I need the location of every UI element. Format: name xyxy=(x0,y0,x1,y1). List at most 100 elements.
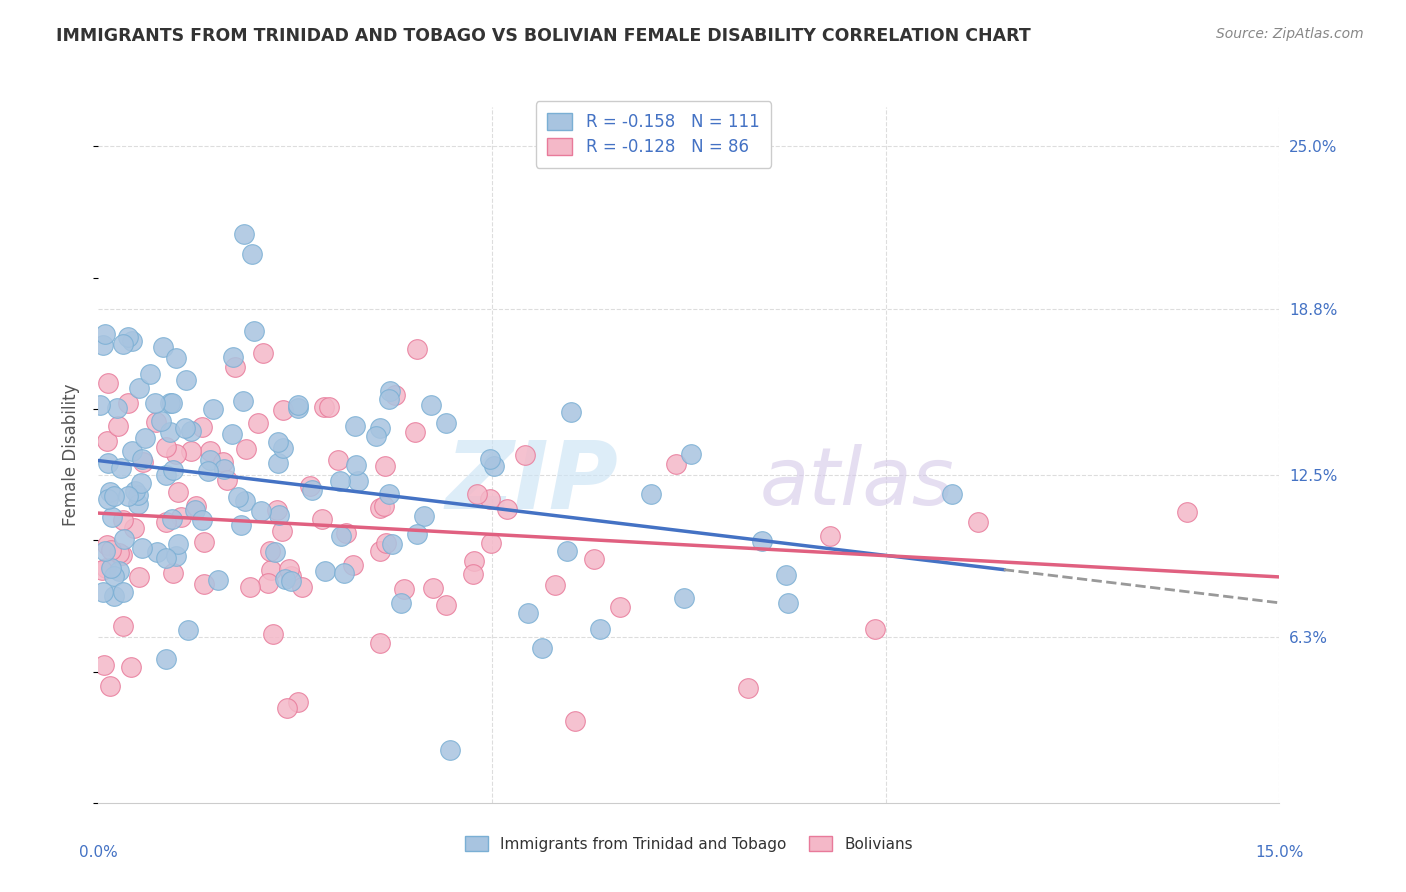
Point xyxy=(264,544,287,558)
Point xyxy=(406,342,429,356)
Point xyxy=(368,420,391,434)
Point xyxy=(146,545,169,559)
Point xyxy=(232,393,254,408)
Point xyxy=(159,425,181,439)
Point xyxy=(564,714,586,728)
Point xyxy=(422,581,444,595)
Point xyxy=(478,491,501,506)
Point xyxy=(224,359,246,374)
Point xyxy=(378,384,401,398)
Point xyxy=(134,431,156,445)
Point xyxy=(93,584,115,599)
Point xyxy=(280,574,302,589)
Point xyxy=(128,381,150,395)
Point xyxy=(197,464,219,478)
Point xyxy=(276,701,298,715)
Point xyxy=(191,513,214,527)
Point xyxy=(751,533,773,548)
Point xyxy=(233,227,256,242)
Point xyxy=(105,401,128,415)
Point xyxy=(111,336,134,351)
Point xyxy=(262,627,284,641)
Point xyxy=(242,247,264,261)
Point xyxy=(378,487,401,501)
Point xyxy=(89,398,111,412)
Point xyxy=(394,582,416,596)
Point xyxy=(544,578,567,592)
Point xyxy=(111,513,134,527)
Text: ZIP: ZIP xyxy=(446,437,619,529)
Text: IMMIGRANTS FROM TRINIDAD AND TOBAGO VS BOLIVIAN FEMALE DISABILITY CORRELATION CH: IMMIGRANTS FROM TRINIDAD AND TOBAGO VS B… xyxy=(56,27,1031,45)
Point xyxy=(259,544,281,558)
Point xyxy=(389,596,412,610)
Point xyxy=(479,535,502,549)
Point xyxy=(193,534,215,549)
Point xyxy=(162,463,184,477)
Point xyxy=(96,434,118,449)
Point xyxy=(484,458,506,473)
Legend: Immigrants from Trinidad and Tobago, Bolivians: Immigrants from Trinidad and Tobago, Bol… xyxy=(458,830,920,858)
Point xyxy=(152,340,174,354)
Point xyxy=(665,457,688,471)
Point xyxy=(314,564,336,578)
Point xyxy=(180,424,202,438)
Point xyxy=(97,456,120,470)
Point xyxy=(107,564,129,578)
Point xyxy=(530,640,553,655)
Point xyxy=(737,681,759,695)
Point xyxy=(672,591,695,605)
Point xyxy=(434,598,457,612)
Point xyxy=(271,403,294,417)
Point xyxy=(184,500,207,514)
Point xyxy=(174,420,197,434)
Point xyxy=(138,367,160,381)
Point xyxy=(301,483,323,497)
Point xyxy=(420,398,443,412)
Point xyxy=(368,544,391,558)
Point xyxy=(165,549,187,563)
Point xyxy=(103,590,125,604)
Point xyxy=(233,494,256,508)
Point xyxy=(589,622,612,636)
Point xyxy=(344,458,367,473)
Point xyxy=(278,562,301,576)
Point xyxy=(235,442,257,456)
Point xyxy=(342,558,364,573)
Point xyxy=(381,537,404,551)
Point xyxy=(117,395,139,409)
Point xyxy=(226,491,249,505)
Point xyxy=(111,549,134,563)
Point xyxy=(221,427,243,442)
Point xyxy=(818,528,841,542)
Point xyxy=(364,429,387,443)
Point xyxy=(169,510,191,524)
Point xyxy=(346,474,368,488)
Point xyxy=(127,488,149,502)
Point xyxy=(412,509,434,524)
Point xyxy=(191,420,214,434)
Point xyxy=(149,414,172,428)
Point xyxy=(404,425,426,439)
Point xyxy=(93,658,115,673)
Point xyxy=(96,538,118,552)
Point xyxy=(184,503,207,517)
Point xyxy=(333,566,356,581)
Point xyxy=(117,330,139,344)
Point xyxy=(465,487,488,501)
Point xyxy=(252,346,274,360)
Point xyxy=(198,443,221,458)
Point xyxy=(941,487,963,501)
Point xyxy=(291,580,314,594)
Point xyxy=(112,584,135,599)
Point xyxy=(103,489,125,503)
Point xyxy=(90,563,112,577)
Point xyxy=(100,560,122,574)
Point xyxy=(280,569,302,583)
Point xyxy=(215,473,238,487)
Point xyxy=(98,484,121,499)
Point xyxy=(112,533,135,547)
Point xyxy=(94,326,117,341)
Point xyxy=(174,373,197,387)
Y-axis label: Female Disability: Female Disability xyxy=(62,384,80,526)
Point xyxy=(463,554,485,568)
